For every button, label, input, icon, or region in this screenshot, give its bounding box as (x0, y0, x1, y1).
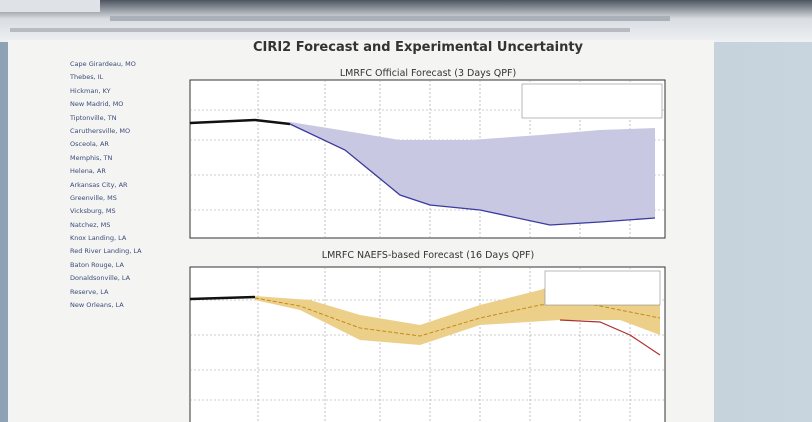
charts: LMRFC Official Forecast (3 Days QPF) LMR… (8, 40, 714, 422)
web-page: CIRI2 Forecast and Experimental Uncertai… (8, 40, 714, 422)
legend (545, 271, 660, 305)
tab[interactable] (0, 0, 100, 12)
legend (522, 84, 662, 118)
bookmarks-bar (10, 28, 630, 32)
chart-title: LMRFC Official Forecast (3 Days QPF) (340, 68, 516, 79)
chart-2: LMRFC NAEFS-based Forecast (16 Days QPF) (190, 250, 665, 422)
browser-toolbar (0, 0, 812, 42)
chart-title: LMRFC NAEFS-based Forecast (16 Days QPF) (322, 250, 534, 261)
address-bar[interactable] (110, 16, 670, 21)
photo-of-screen: CIRI2 Forecast and Experimental Uncertai… (0, 0, 812, 422)
chart-1: LMRFC Official Forecast (3 Days QPF) (190, 68, 665, 238)
